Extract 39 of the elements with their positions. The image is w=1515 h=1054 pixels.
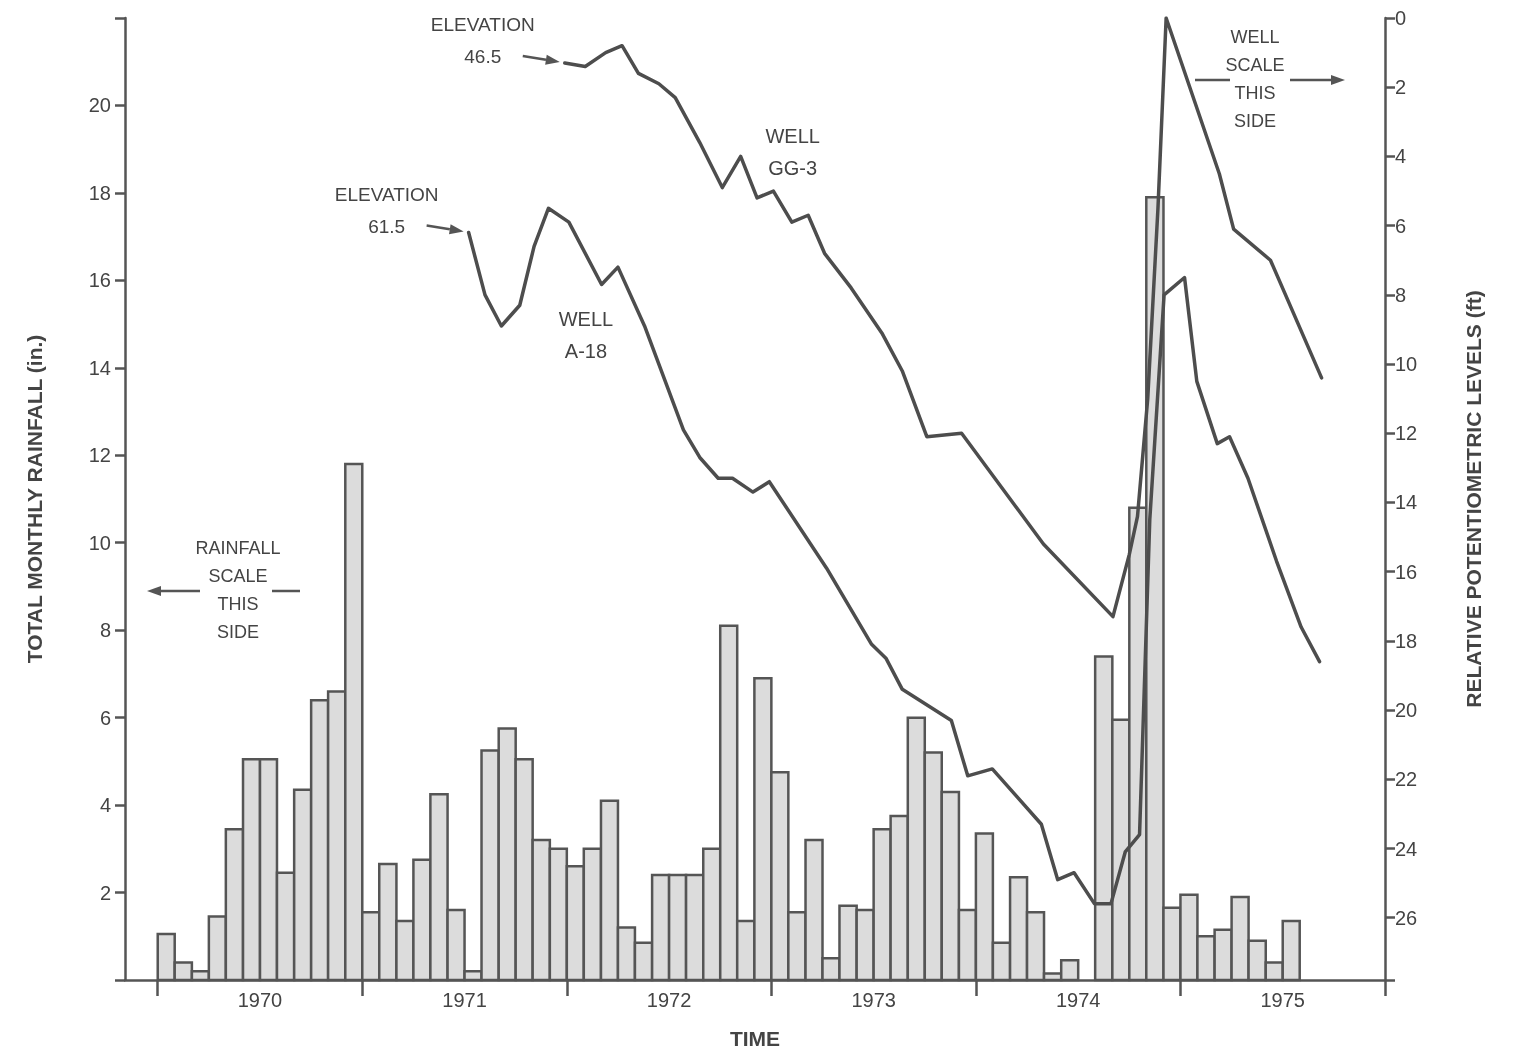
- y2-axis-title: RELATIVE POTENTIOMETRIC LEVELS (ft): [1462, 290, 1485, 708]
- y2-tick-label: 22: [1395, 768, 1418, 791]
- series-label: WELL A-18: [558, 308, 614, 363]
- y-tick-label: 6: [99, 706, 111, 729]
- y2-tick-label: 6: [1395, 214, 1407, 237]
- x-tick-label: 1973: [851, 989, 896, 1011]
- x-tick-label: 1970: [237, 989, 283, 1011]
- x-tick-label: 1972: [646, 989, 692, 1011]
- y-tick-label: 16: [88, 269, 111, 292]
- x-tick-label: 1975: [1260, 989, 1305, 1011]
- y-axis-title: TOTAL MONTHLY RAINFALL (in.): [23, 334, 46, 664]
- x-tick-label: 1974: [1055, 989, 1101, 1011]
- y2-tick-label: 18: [1395, 629, 1418, 652]
- y2-tick-label: 4: [1395, 145, 1407, 168]
- y2-tick-label: 14: [1395, 491, 1418, 514]
- y2-tick-label: 10: [1395, 353, 1418, 376]
- x-axis-title: TIME: [729, 1027, 781, 1050]
- y-tick-label: 2: [99, 881, 111, 904]
- y-tick-label: 8: [99, 619, 111, 642]
- y-tick-label: 18: [88, 181, 111, 204]
- y2-tick-label: 0: [1395, 7, 1407, 29]
- y-tick-label: 10: [88, 531, 111, 554]
- y2-tick-label: 12: [1395, 422, 1418, 445]
- annotation: WELL SCALE THIS SIDE: [1225, 27, 1285, 131]
- y2-tick-label: 24: [1395, 837, 1418, 860]
- annotation: ELEVATION 46.5: [430, 14, 535, 68]
- y2-tick-label: 2: [1395, 76, 1407, 99]
- y-tick-label: 20: [88, 94, 111, 117]
- y-tick-label: 14: [88, 356, 111, 379]
- y-tick-label: 12: [88, 444, 111, 467]
- y2-tick-label: 26: [1395, 906, 1418, 929]
- y-tick-label: 4: [99, 794, 111, 817]
- y2-tick-label: 8: [1395, 283, 1407, 306]
- x-tick-label: 1971: [442, 989, 487, 1011]
- y2-tick-label: 16: [1395, 560, 1418, 583]
- annotation: ELEVATION 61.5: [334, 184, 439, 238]
- annotation: RAINFALL SCALE THIS SIDE: [195, 538, 281, 642]
- y2-tick-label: 20: [1395, 699, 1418, 722]
- series-label: WELL GG-3: [765, 125, 820, 180]
